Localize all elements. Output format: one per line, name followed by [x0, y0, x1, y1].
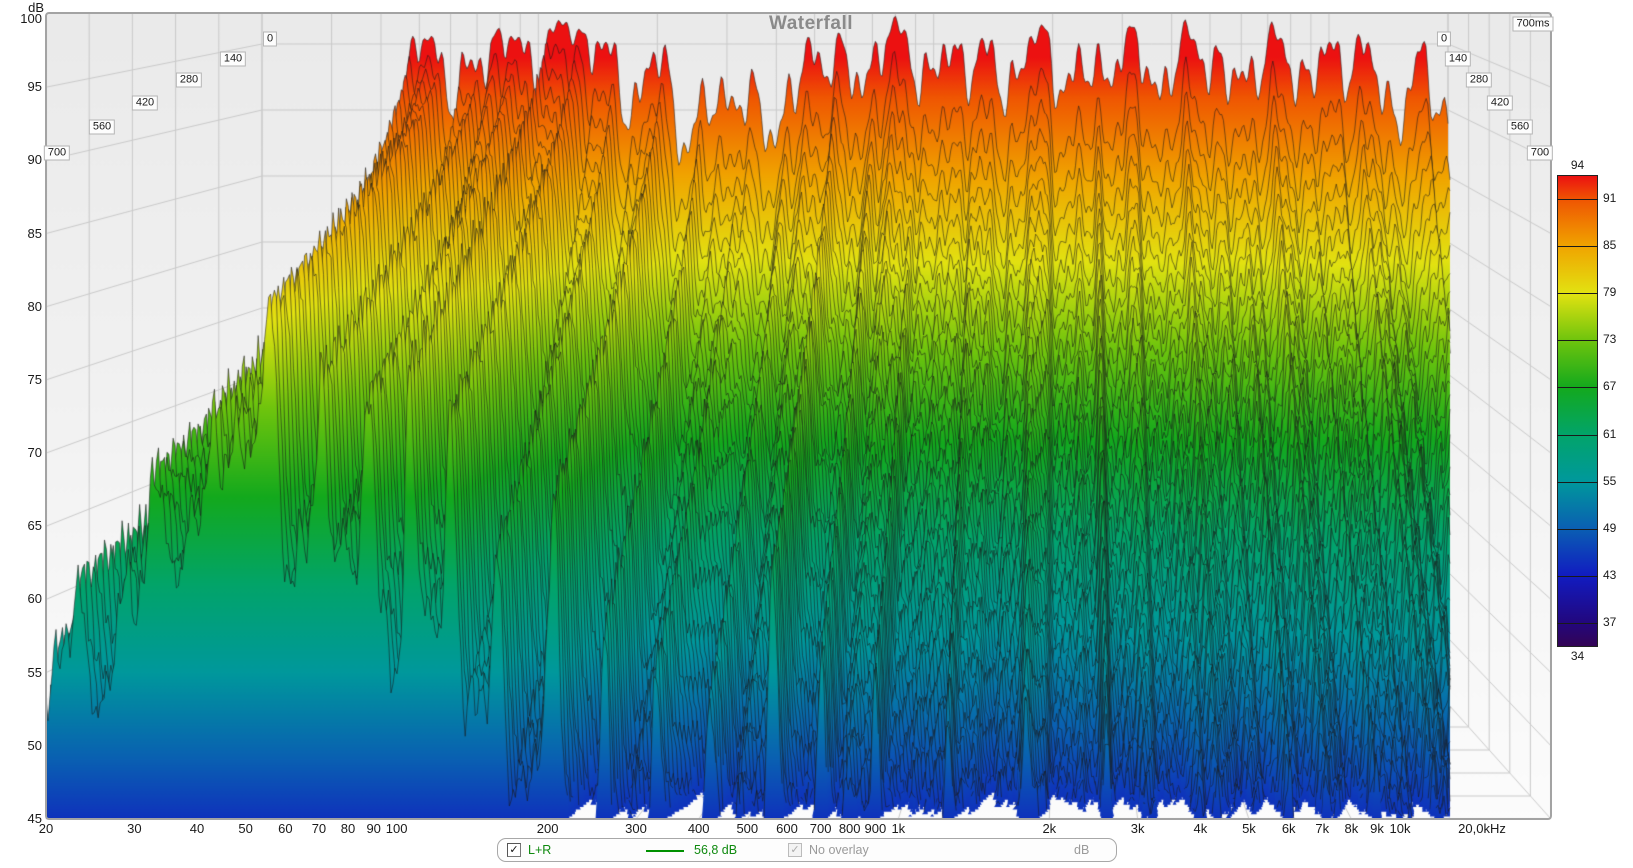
x-tick-60: 60	[278, 821, 293, 836]
colorbar-sep-67	[1557, 387, 1598, 389]
y-tick-55: 55	[27, 664, 42, 680]
x-tick-80: 80	[340, 821, 356, 836]
colorbar-sep-91	[1557, 198, 1598, 200]
x-tick-30: 30	[127, 821, 142, 836]
x-tick-8k: 8k	[1344, 821, 1359, 836]
x-tick-90: 90	[366, 821, 381, 836]
x-tick-3k: 3k	[1130, 821, 1145, 836]
y-tick-45: 45	[27, 811, 42, 826]
y-tick-75: 75	[27, 371, 42, 387]
x-tick-5k: 5k	[1242, 821, 1256, 836]
x-tick-200: 200	[536, 821, 559, 836]
x-tick-20,0kHz: 20,0kHz	[1458, 821, 1506, 836]
colorbar	[1557, 175, 1598, 647]
x-tick-40: 40	[189, 821, 205, 836]
x-tick-50: 50	[238, 821, 253, 836]
time-tick-left-700: 700	[43, 145, 71, 161]
x-tick-400: 400	[687, 821, 710, 836]
overlay-label: No overlay	[809, 843, 869, 857]
time-tick-right-420: 420	[1486, 95, 1514, 111]
y-tick-95: 95	[27, 79, 42, 95]
colorbar-sep-61	[1557, 434, 1598, 436]
colorbar-tick-85: 85	[1603, 237, 1617, 252]
y-tick-80: 80	[27, 298, 42, 314]
colorbar-tick-91: 91	[1603, 190, 1617, 205]
x-tick-6k: 6k	[1281, 821, 1296, 836]
x-tick-800: 800	[838, 821, 861, 836]
time-tick-left-140: 140	[219, 51, 247, 67]
time-tick-right-560: 560	[1506, 119, 1534, 135]
colorbar-sep-55	[1557, 481, 1598, 483]
cursor-level-value: 56,8 dB	[694, 843, 738, 857]
y-tick-70: 70	[27, 445, 42, 461]
x-tick-500: 500	[736, 821, 759, 836]
x-tick-700: 700	[809, 821, 832, 836]
colorbar-sep-37	[1557, 623, 1598, 625]
time-tick-left-420: 420	[131, 95, 159, 111]
y-tick-65: 65	[27, 518, 42, 534]
x-tick-7k: 7k	[1315, 821, 1330, 836]
measurement-checkbox[interactable]: ✓	[507, 843, 521, 857]
y-tick-85: 85	[27, 225, 42, 241]
measurement-label[interactable]: L+R	[528, 843, 552, 857]
colorbar-sep-43	[1557, 576, 1598, 578]
colorbar-sep-49	[1557, 529, 1598, 530]
x-tick-1k: 1k	[891, 821, 906, 836]
legend-unit-label: dB	[1074, 843, 1090, 857]
x-tick-20: 20	[38, 821, 54, 836]
colorbar-sep-73	[1557, 340, 1598, 342]
y-tick-60: 60	[27, 591, 42, 607]
colorbar-max-label: 94	[1570, 158, 1585, 172]
x-tick-2k: 2k	[1042, 821, 1057, 836]
x-tick-100: 100	[385, 821, 408, 836]
y-axis-unit-label: dB	[28, 0, 44, 15]
colorbar-tick-67: 67	[1603, 379, 1617, 394]
x-tick-9k: 9k	[1370, 821, 1384, 836]
x-tick-300: 300	[625, 821, 647, 836]
x-tick-10k: 10k	[1389, 821, 1411, 836]
colorbar-tick-37: 37	[1603, 615, 1617, 630]
colorbar-min-label: 34	[1570, 649, 1585, 663]
colorbar-tick-61: 61	[1603, 426, 1617, 441]
colorbar-sep-79	[1557, 293, 1598, 294]
colorbar-tick-55: 55	[1603, 473, 1617, 488]
chart-title: Waterfall	[768, 13, 854, 34]
colorbar-tick-79: 79	[1603, 285, 1617, 299]
time-tick-right-140: 140	[1444, 51, 1472, 67]
y-tick-50: 50	[27, 737, 42, 753]
time-tick-left-280: 280	[175, 72, 203, 88]
overlay-checkbox[interactable]: ✓	[788, 843, 802, 857]
colorbar-tick-73: 73	[1603, 332, 1617, 347]
colorbar-tick-43: 43	[1603, 568, 1617, 583]
time-tick-right-700: 700	[1526, 145, 1554, 161]
time-axis-unit-box: 700ms	[1512, 16, 1554, 32]
legend-bar: ✓ L+R 56,8 dB ✓ No overlay dB	[497, 838, 1117, 862]
time-tick-right-0: 0	[1436, 31, 1452, 47]
time-tick-left-560: 560	[88, 119, 116, 135]
time-tick-left-0: 0	[262, 31, 278, 47]
colorbar-tick-49: 49	[1603, 521, 1617, 535]
y-tick-90: 90	[27, 152, 42, 168]
trace-color-line	[646, 850, 684, 852]
x-tick-900: 900	[864, 821, 887, 836]
x-tick-600: 600	[776, 821, 798, 836]
time-tick-right-280: 280	[1465, 72, 1493, 88]
y-tick-100: 100	[20, 11, 42, 26]
x-tick-4k: 4k	[1193, 821, 1208, 836]
x-tick-70: 70	[311, 821, 327, 836]
colorbar-sep-85	[1557, 245, 1598, 247]
